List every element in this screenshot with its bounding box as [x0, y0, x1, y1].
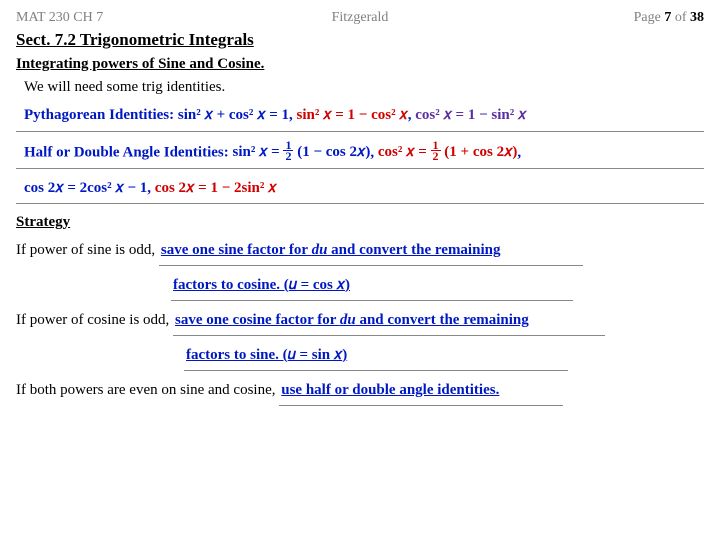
divider-2: [16, 168, 704, 169]
half-angle-identities-line2: cos 2𝑥 = 2cos² 𝑥 − 1, cos 2𝑥 = 1 − 2sin²…: [24, 175, 704, 202]
total-pages: 38: [690, 10, 704, 25]
pythagorean-identities: Pythagorean Identities: sin² 𝑥 + cos² 𝑥 …: [24, 102, 704, 129]
page-word: Page: [634, 10, 665, 25]
pythag-eq2: sin² 𝑥 = 1 − cos² 𝑥: [297, 107, 408, 123]
halfangle-sep3: ,: [147, 180, 155, 196]
sine-odd-fill-1: save one sine factor for du and convert …: [161, 242, 501, 258]
strategy-sine-odd-cont: factors to cosine. (𝑢 = cos 𝑥): [16, 272, 704, 301]
halfangle-sep1: ,: [370, 144, 378, 160]
both-even-fill: use half or double angle identities.: [281, 382, 499, 398]
of-word: of: [671, 10, 690, 25]
strategy-both-even: If both powers are even on sine and cosi…: [16, 377, 704, 406]
cos-odd-fill-2: factors to sine. (𝑢 = sin 𝑥): [186, 347, 347, 363]
section-title: Sect. 7.2 Trigonometric Integrals: [16, 30, 704, 50]
halfangle-eq2: cos² 𝑥 = 12 (1 + cos 2𝑥): [378, 144, 518, 160]
sine-odd-fill-2: factors to cosine. (𝑢 = cos 𝑥): [173, 277, 350, 293]
half-angle-identities: Half or Double Angle Identities: sin² 𝑥 …: [24, 138, 704, 166]
intro-line: We will need some trig identities.: [24, 79, 704, 96]
page-header: MAT 230 CH 7 Fitzgerald Page 7 of 38: [16, 10, 704, 26]
header-right: Page 7 of 38: [475, 10, 704, 26]
header-left: MAT 230 CH 7: [16, 10, 245, 26]
sub-title: Integrating powers of Sine and Cosine.: [16, 56, 704, 73]
pythag-eq3: cos² 𝑥 = 1 − sin² 𝑥: [415, 107, 526, 123]
pythag-eq1: sin² 𝑥 + cos² 𝑥 = 1: [178, 107, 289, 123]
divider-3: [16, 203, 704, 204]
halfangle-eq4: cos 2𝑥 = 1 − 2sin² 𝑥: [155, 180, 277, 196]
halfangle-eq1: sin² 𝑥 = 12 (1 − cos 2𝑥): [232, 144, 370, 160]
header-center: Fitzgerald: [245, 10, 474, 26]
pythag-label: Pythagorean Identities:: [24, 107, 178, 123]
cos-odd-fill-1: save one cosine factor for du and conver…: [175, 312, 529, 328]
halfangle-eq3: cos 2𝑥 = 2cos² 𝑥 − 1: [24, 180, 147, 196]
strategy-cos-odd: If power of cosine is odd, save one cosi…: [16, 307, 704, 336]
strategy-title: Strategy: [16, 214, 704, 231]
strategy-cos-odd-cont: factors to sine. (𝑢 = sin 𝑥): [16, 342, 704, 371]
halfangle-sep2: ,: [517, 144, 521, 160]
both-even-prefix: If both powers are even on sine and cosi…: [16, 382, 279, 398]
sine-odd-prefix: If power of sine is odd,: [16, 242, 159, 258]
strategy-sine-odd: If power of sine is odd, save one sine f…: [16, 237, 704, 266]
pythag-sep1: ,: [289, 107, 297, 123]
halfangle-label: Half or Double Angle Identities:: [24, 144, 232, 160]
cos-odd-prefix: If power of cosine is odd,: [16, 312, 173, 328]
divider-1: [16, 131, 704, 132]
